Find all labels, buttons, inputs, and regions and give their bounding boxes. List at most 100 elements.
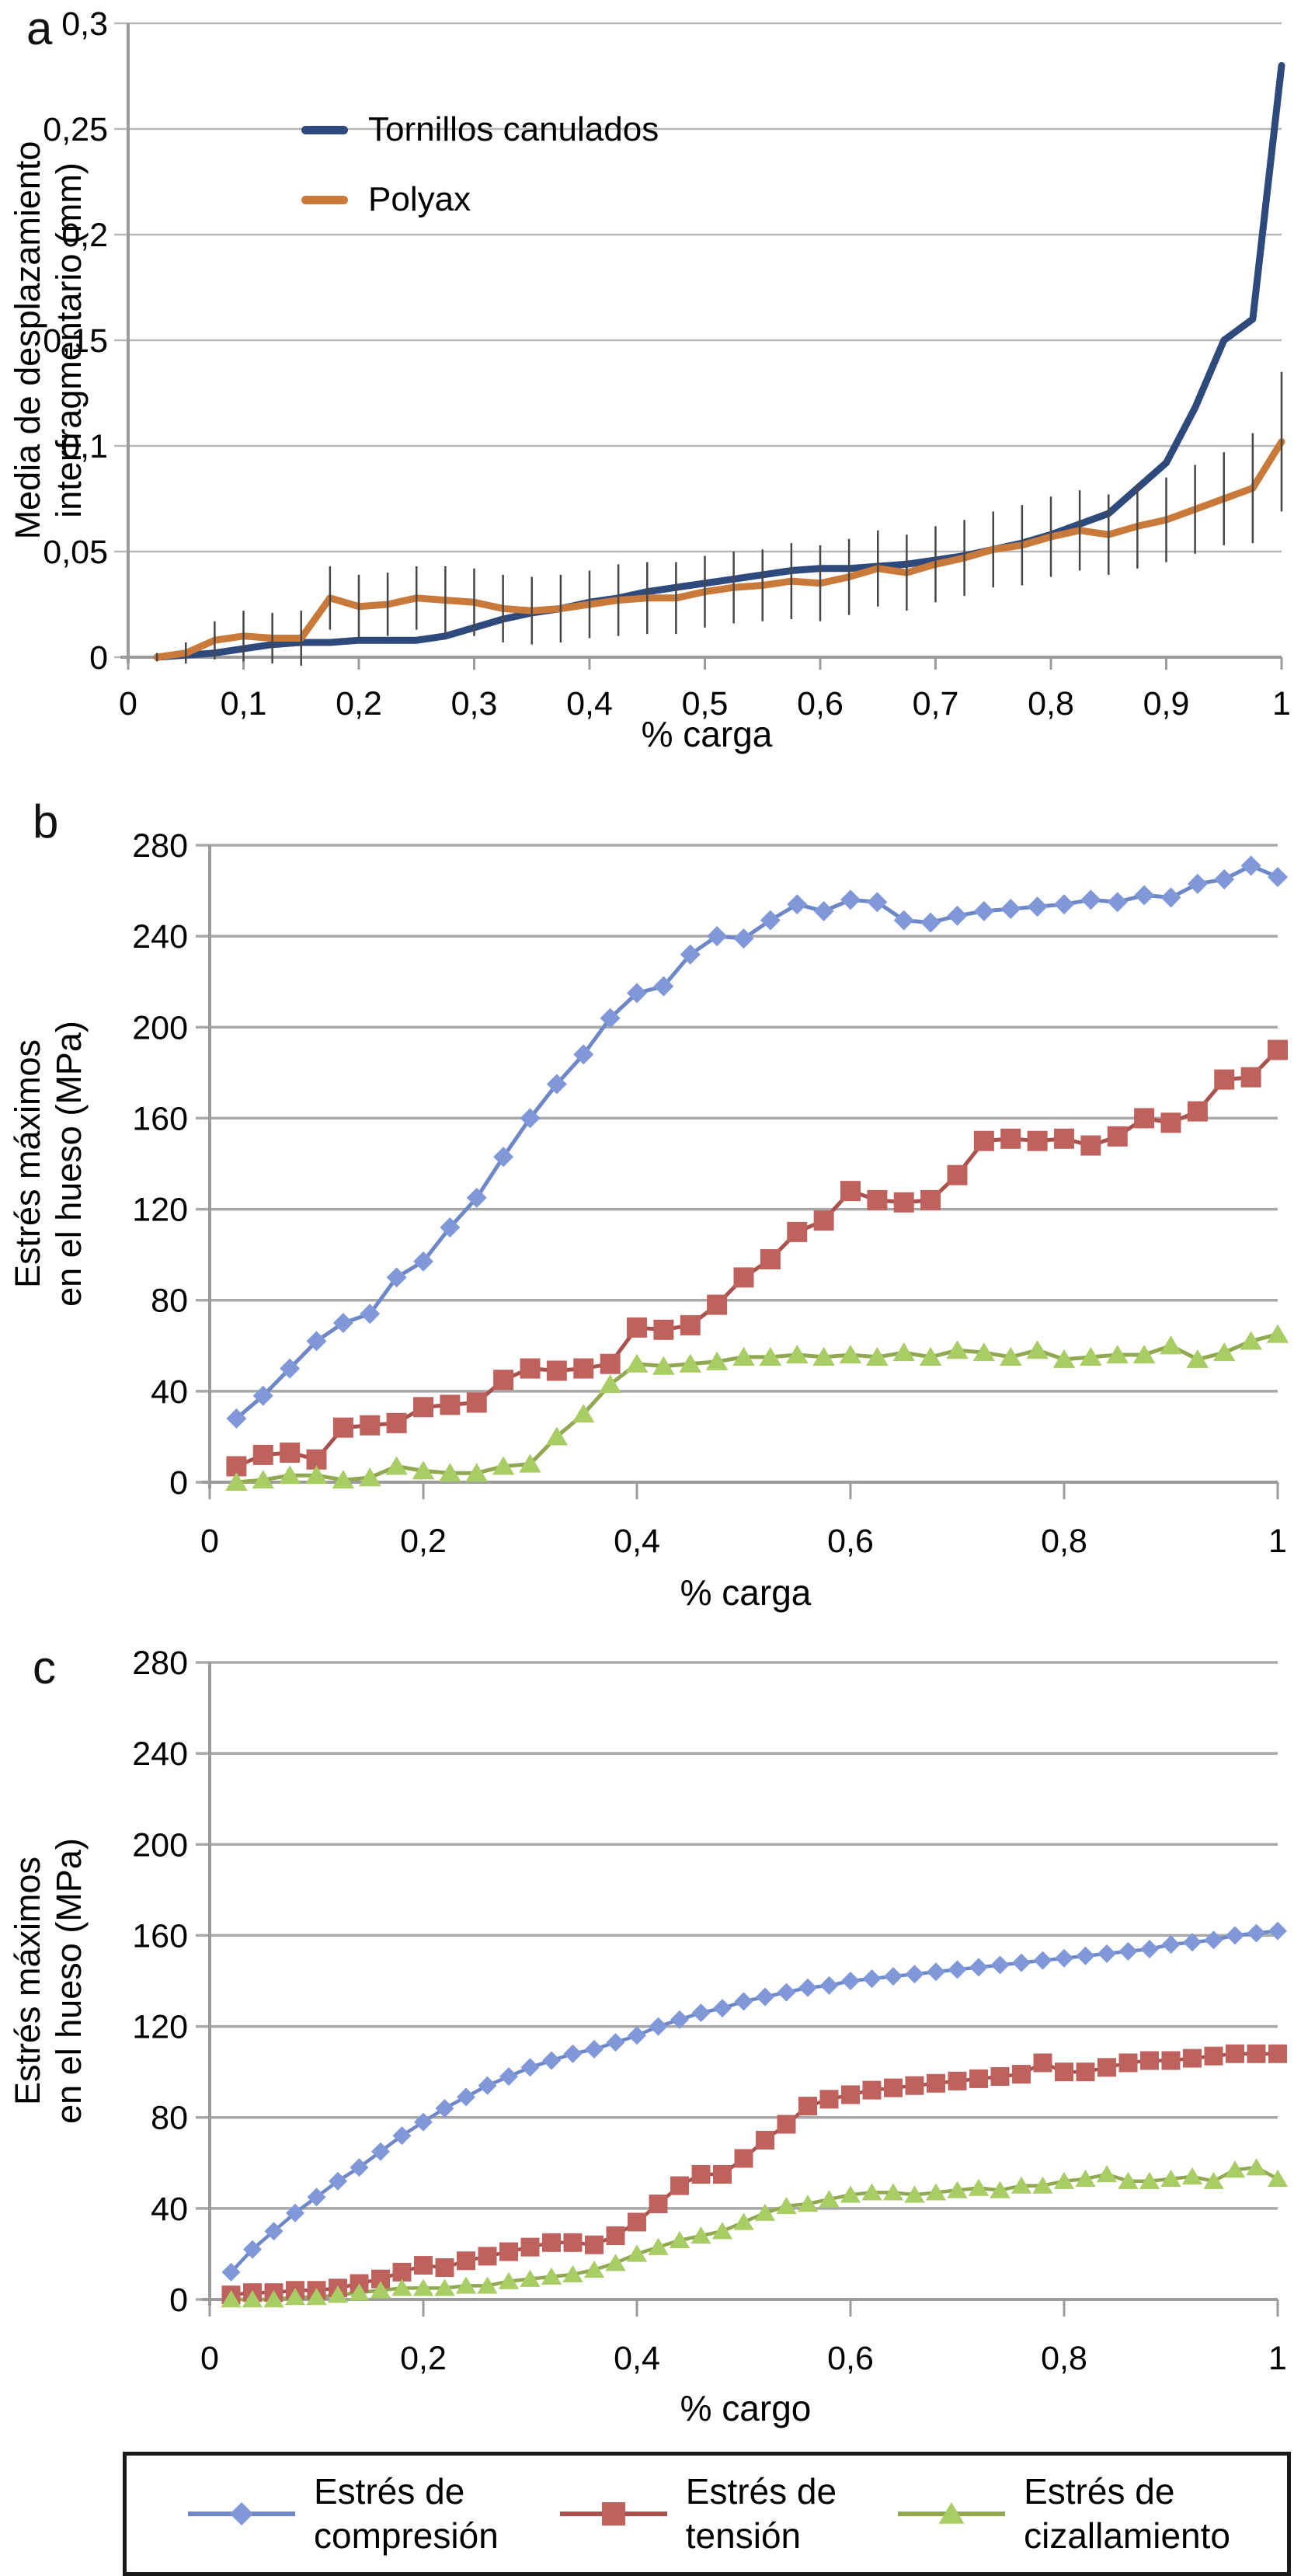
series-marker [1268,2044,1287,2063]
y-tick-label: 280 [132,827,188,865]
x-axis-label-a: % carga [641,714,773,754]
series-marker [813,900,834,921]
series-marker [892,1342,916,1362]
series-marker [498,2271,520,2289]
y-axis-label-a-line1: Media de desplazamiento [7,141,47,540]
y-tick-label: 240 [132,918,188,956]
series-marker [711,2222,733,2240]
series-marker [264,2222,283,2241]
series-marker [1160,1112,1181,1133]
series-marker [1097,1944,1116,1963]
x-tick-label: 1 [1268,2340,1287,2377]
series-marker [841,2085,860,2104]
series-marker [478,2247,497,2266]
series-marker [904,2185,925,2203]
series-markers [226,1039,1288,1477]
series-marker [499,2242,518,2261]
x-tick-label: 0,2 [400,2340,447,2377]
x-tick-label: 0,9 [1143,685,1190,722]
series-marker [734,2149,753,2168]
series-marker [948,1960,967,1979]
series-marker [756,1987,774,2007]
series-marker [628,2212,646,2232]
series-marker [1080,1346,1102,1366]
series-marker [670,2010,689,2029]
series-marker [242,2290,263,2308]
series-marker [1268,867,1288,887]
series-marker [391,2278,412,2296]
y-tick-label: 200 [132,1826,188,1864]
series-marker [263,2290,284,2308]
compression-line-icon [188,2502,295,2526]
x-tick-label: 0,1 [221,685,267,722]
series-marker [1032,2176,1053,2194]
series-marker [492,1456,515,1475]
series-marker [947,2181,968,2198]
series-marker [466,1187,487,1208]
series-marker [882,2183,904,2201]
series-marker [969,1958,988,1977]
series-marker [680,944,701,965]
series-marker [252,1385,273,1406]
series-marker [562,2264,583,2282]
legend-label-tornillos: Tornillos canulados [368,110,659,148]
series-marker [349,2283,370,2301]
series-marker [1118,2053,1138,2073]
series-marker [284,2288,306,2306]
series-marker [226,1408,247,1429]
series-marker [358,1467,381,1487]
y-tick-label: 0,05 [43,534,108,571]
panel-letter-c: c [33,1641,56,1694]
series-marker [670,2176,689,2195]
series-marker [819,1976,839,1995]
tension-line-icon [559,2502,667,2526]
series-marker [280,1442,301,1463]
series-marker [841,1972,860,1990]
legend-row-polyax: Polyax [301,180,659,219]
series-marker [392,2262,412,2282]
series-marker [627,1317,647,1338]
series-marker [787,894,808,915]
series-marker [1181,2167,1203,2185]
series-marker [759,1346,782,1366]
series-marker [327,2285,349,2303]
series-marker [439,1463,461,1482]
series-marker [990,2067,1010,2086]
series-marker [493,1147,514,1168]
series-marker [947,905,968,926]
series-marker [733,928,754,949]
y-tick-label: 0 [169,1464,188,1502]
series-marker [252,1470,275,1489]
series-marker [669,2230,690,2249]
y-tick-label: 280 [132,1645,188,1682]
legend-row-tornillos: Tornillos canulados [301,110,659,149]
series-marker [1140,1940,1159,1958]
panel-a: 0 0,05 0,1 0,15 0,2 0,25 0,3 0 0,1 0,2 0,3 0,4 0,5 0,… [0,0,1294,781]
x-tick-label: 0 [200,2340,219,2377]
series-marker [572,1404,595,1423]
series-marker [457,2087,475,2107]
series-marker [1075,2169,1096,2187]
x-tick-label: 0,8 [1028,685,1074,722]
series-markers [221,1921,1287,2282]
series-marker [777,2115,796,2134]
series-marker [413,1251,433,1272]
x-tick-label: 0,4 [614,1523,660,1560]
y-axis-label-c-line2: en el hueso (MPa) [49,1838,89,2124]
x-tick-label: 0,8 [1041,2340,1087,2377]
legend-label-polyax: Polyax [368,180,471,218]
series-marker [867,1189,888,1210]
series-marker [972,1342,996,1362]
series-line [234,1048,1280,1468]
series-marker [707,1294,728,1315]
y-tick-label: 0,3 [61,5,108,43]
series-marker [221,2262,241,2282]
legend-entry-shear: Estrés de cizallamiento [893,2470,1230,2559]
legend-box: Estrés de compresión Estrés de tensión E… [123,2452,1291,2576]
series-marker [546,1074,567,1095]
series-marker [1118,2171,1139,2189]
series-marker [1033,2053,1052,2073]
y-tick-label: 80 [151,2100,188,2137]
series-line [229,1929,1280,2275]
y-tick-label: 160 [132,1100,188,1137]
